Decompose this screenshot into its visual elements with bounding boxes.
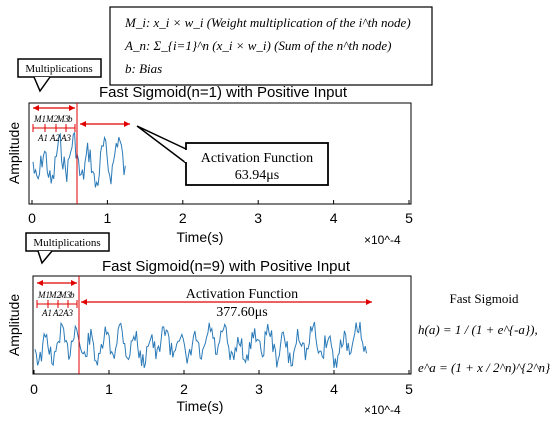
formula-block: Fast Sigmoid h(a) = 1 / (1 + e^{-a}), e^… (418, 291, 550, 375)
chart-1-activation-pointer (136, 125, 187, 164)
chart-1: Fast Sigmoid(n=1) with Positive Input 0 1… (6, 58, 413, 247)
chart-2-xlabel: Time(s) (177, 398, 224, 414)
chart-2-activation-label: Activation Function (186, 287, 298, 302)
legend-line-1: M_i: x_i × w_i (Weight multiplication of… (124, 15, 411, 30)
x-tick-label: 0 (28, 210, 36, 226)
chart-2-label-b: b (70, 290, 75, 300)
x-tick-label: 0 (30, 381, 38, 397)
legend-line-2: A_n: Σ_{i=1}^n (x_i × w_i) (Sum of the n… (124, 38, 392, 53)
x-tick-label: 2 (180, 381, 188, 397)
legend-line-3: b: Bias (125, 61, 162, 76)
x-tick-label: 2 (179, 210, 187, 226)
chart-2-title: Fast Sigmoid(n=9) with Positive Input (102, 258, 351, 275)
chart-1-ylabel: Amplitude (6, 122, 22, 184)
x-tick-label: 1 (105, 381, 113, 397)
chart-1-label-a3: A3 (60, 133, 71, 143)
x-tick-label: 4 (330, 381, 338, 397)
chart-2-callout-pointer (37, 250, 53, 265)
chart-1-label-m1: M1 (33, 114, 46, 124)
chart-2-activation-time: 377.60μs (216, 305, 267, 320)
chart-2-x-ticks: 0 1 2 3 4 5 (30, 370, 413, 397)
chart-1-callout-pointer (33, 76, 51, 93)
x-tick-label: 1 (104, 210, 112, 226)
chart-2-label-m1: M1 (37, 290, 50, 300)
chart-2-label-a3: A3 (62, 308, 73, 318)
chart-2-label-a1: A1 (41, 308, 52, 318)
x-tick-label: 5 (405, 210, 413, 226)
chart-1-label-b: b (68, 114, 73, 124)
chart-1-label-a2: A2 (49, 133, 60, 143)
chart-2-ylabel: Amplitude (6, 294, 22, 356)
chart-1-title: Fast Sigmoid(n=1) with Positive Input (99, 84, 348, 101)
legend-box: M_i: x_i × w_i (Weight multiplication of… (109, 6, 433, 86)
chart-1-activation-box (185, 142, 329, 186)
chart-2-signal-line (34, 321, 367, 368)
chart-1-activation-label: Activation Function (201, 151, 313, 166)
chart-2-label-a2: A2 (52, 308, 63, 318)
formula-line-1: h(a) = 1 / (1 + e^{-a}), (418, 322, 538, 337)
chart-1-activation-time: 63.94μs (235, 168, 279, 183)
chart-2-label-m2: M2 (48, 290, 61, 300)
x-tick-label: 4 (330, 210, 338, 226)
chart-1-callout-box (17, 58, 102, 78)
x-tick-label: 5 (405, 381, 413, 397)
chart-1-x-scale: ×10^-4 (364, 233, 401, 247)
chart-1-callout-label: Multiplications (25, 63, 92, 75)
chart-1-label-m2: M2 (45, 114, 58, 124)
formula-title: Fast Sigmoid (450, 291, 519, 306)
formula-line-2: e^a = (1 + x / 2^n)^{2^n} (418, 360, 550, 375)
chart-2-callout-label: Multiplications (33, 237, 100, 249)
chart-2-x-scale: ×10^-4 (364, 403, 401, 417)
chart-1-signal-line (32, 131, 126, 188)
x-tick-label: 3 (254, 210, 262, 226)
chart-2-label-m3: M3 (58, 290, 71, 300)
chart-2: Fast Sigmoid(n=9) with Positive Input 0 1… (6, 232, 413, 417)
chart-2-callout-box (25, 232, 110, 252)
chart-1-x-ticks: 0 1 2 3 4 5 (28, 200, 413, 226)
chart-1-label-m3: M3 (56, 114, 69, 124)
x-tick-label: 3 (255, 381, 263, 397)
chart-1-xlabel: Time(s) (177, 229, 224, 245)
chart-1-label-a1: A1 (37, 133, 48, 143)
